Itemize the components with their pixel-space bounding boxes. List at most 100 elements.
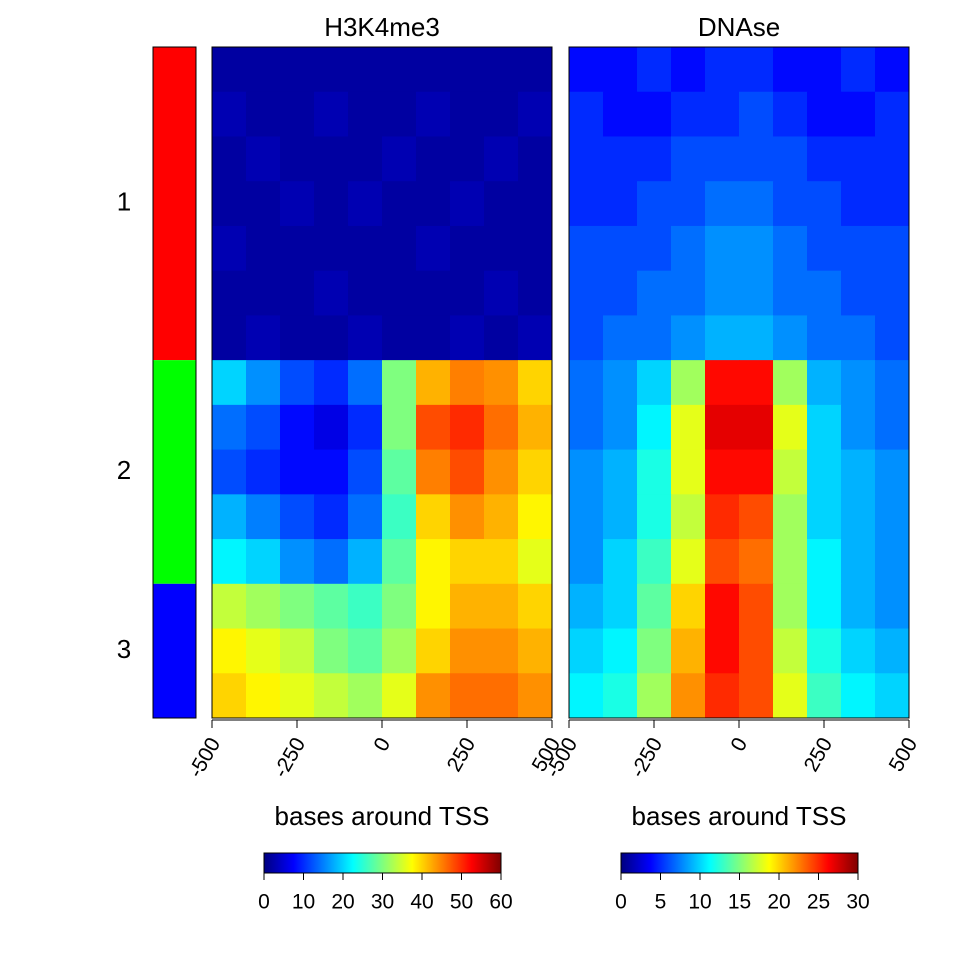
heat-cell <box>212 494 247 540</box>
heat-cell <box>705 449 740 495</box>
heat-cell <box>416 91 451 137</box>
heat-cell <box>637 404 672 451</box>
color-bar-tick-label: 25 <box>807 891 830 914</box>
heat-cell <box>280 404 315 451</box>
heat-cell <box>246 494 281 540</box>
heat-cell <box>450 181 485 227</box>
heat-cell <box>841 404 876 451</box>
heat-cell <box>484 673 519 719</box>
heat-cell <box>773 270 808 316</box>
heat-cell <box>450 494 485 540</box>
heat-cell <box>484 270 519 316</box>
cluster-band <box>153 583 196 718</box>
heat-cell <box>518 404 553 451</box>
heat-cell <box>671 315 706 361</box>
heat-cell <box>280 136 315 182</box>
color-bar-tick-label: 0 <box>258 891 270 914</box>
heat-cell <box>382 673 417 719</box>
heat-cell <box>382 404 417 451</box>
heat-cell <box>314 315 349 361</box>
heat-cell <box>314 225 349 272</box>
heat-cell <box>416 404 451 451</box>
heat-cell <box>807 360 842 406</box>
heat-cell <box>773 91 808 137</box>
heat-cell <box>280 494 315 540</box>
heat-cell <box>484 628 519 674</box>
heat-cell <box>603 181 638 227</box>
heat-cell <box>518 494 553 540</box>
heat-cell <box>637 270 672 316</box>
heat-cell <box>569 404 604 451</box>
heat-cell <box>671 181 706 227</box>
color-bar-tick-label: 0 <box>615 891 627 914</box>
heat-cell <box>382 628 417 674</box>
color-bar-tick-label: 5 <box>655 891 667 914</box>
heat-cell <box>246 449 281 495</box>
heat-cell <box>348 539 383 585</box>
heat-cell <box>841 225 876 272</box>
heat-cell <box>382 539 417 585</box>
heat-cell <box>314 539 349 585</box>
heat-cell <box>246 673 281 719</box>
heat-cell <box>348 449 383 495</box>
heat-cell <box>280 91 315 137</box>
heat-cell <box>314 360 349 406</box>
heat-cell <box>739 91 774 137</box>
heat-cell <box>518 628 553 674</box>
cluster-band <box>153 360 196 584</box>
heat-cell <box>348 47 383 93</box>
heat-cell <box>841 270 876 316</box>
heat-cell <box>484 449 519 495</box>
heat-cell <box>212 449 247 495</box>
heat-cell <box>875 539 910 585</box>
heat-cell <box>212 628 247 674</box>
heat-cell <box>773 583 808 630</box>
heat-cell <box>603 270 638 316</box>
heat-cell <box>841 673 876 719</box>
heat-cell <box>773 449 808 495</box>
heat-cell <box>569 539 604 585</box>
heat-cell <box>569 225 604 272</box>
heat-cell <box>739 404 774 451</box>
heat-cell <box>603 583 638 630</box>
heat-cell <box>348 181 383 227</box>
heat-cell <box>416 673 451 719</box>
heat-cell <box>212 270 247 316</box>
heat-cell <box>637 47 672 93</box>
x-tick-label: -500 <box>184 734 225 782</box>
heat-cell <box>807 270 842 316</box>
heat-cell <box>671 449 706 495</box>
cluster-label: 2 <box>117 455 131 485</box>
heat-cell <box>637 539 672 585</box>
heat-cell <box>841 91 876 137</box>
heat-cell <box>382 270 417 316</box>
x-tick-label: -250 <box>626 734 667 782</box>
heat-cell <box>450 628 485 674</box>
heat-cell <box>773 225 808 272</box>
heat-cell <box>807 628 842 674</box>
heat-cell <box>518 225 553 272</box>
heat-cell <box>569 315 604 361</box>
heat-cell <box>705 628 740 674</box>
heat-cell <box>382 360 417 406</box>
cluster-band <box>153 47 196 361</box>
heat-cell <box>314 136 349 182</box>
heat-cell <box>807 539 842 585</box>
heat-cell <box>739 583 774 630</box>
heat-cell <box>484 47 519 93</box>
heat-cell <box>705 47 740 93</box>
heat-cell <box>348 136 383 182</box>
cluster-label: 3 <box>117 634 131 664</box>
heat-cell <box>773 628 808 674</box>
heat-cell <box>382 47 417 93</box>
heat-cell <box>348 494 383 540</box>
heat-cell <box>671 404 706 451</box>
heat-cell <box>416 47 451 93</box>
heat-cell <box>450 583 485 630</box>
heat-cell <box>569 136 604 182</box>
heat-cell <box>773 181 808 227</box>
heat-cell <box>518 136 553 182</box>
heat-cell <box>603 315 638 361</box>
heat-cell <box>484 494 519 540</box>
heat-cell <box>348 315 383 361</box>
